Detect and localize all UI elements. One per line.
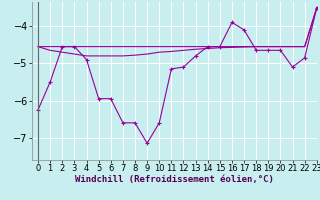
X-axis label: Windchill (Refroidissement éolien,°C): Windchill (Refroidissement éolien,°C)	[75, 175, 274, 184]
